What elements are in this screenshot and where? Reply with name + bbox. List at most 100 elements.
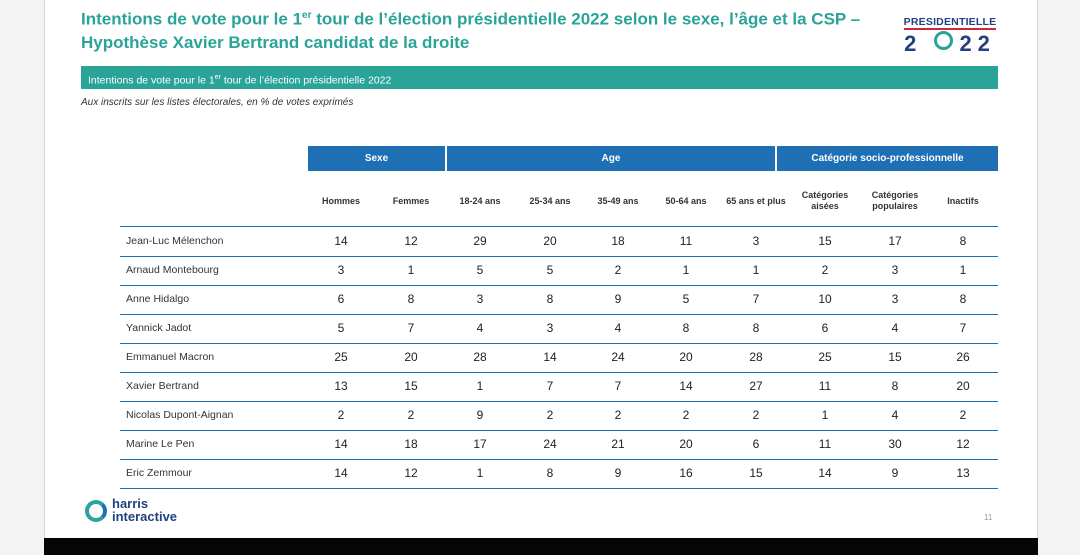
- table-cell: 10: [818, 292, 832, 306]
- table-cell: 11: [818, 379, 832, 393]
- table-cell: 15: [404, 379, 418, 393]
- table-cell: 1: [682, 263, 690, 277]
- table-cell: 14: [334, 234, 348, 248]
- column-header: 50-64 ans: [665, 195, 707, 206]
- table-cell: 5: [682, 292, 690, 306]
- table-row: Arnaud Montebourg 3 1 5 5 2 1 1 2 3 1: [120, 256, 998, 286]
- table-cell: 12: [404, 466, 418, 480]
- logo-ring-icon: [934, 31, 954, 50]
- harris-logo-text: harris interactive: [112, 496, 178, 524]
- table-cell: 2: [614, 408, 622, 422]
- table-cell: 6: [337, 292, 345, 306]
- table-cell: 8: [959, 292, 967, 306]
- table-cell: 30: [888, 437, 902, 451]
- table-cell: 18: [611, 234, 625, 248]
- table-cell: 9: [614, 466, 622, 480]
- logo-year: 2 22: [904, 31, 996, 56]
- table-cell: 8: [546, 466, 554, 480]
- table-cell: 3: [476, 292, 484, 306]
- table-cell: 6: [752, 437, 760, 451]
- table-cell: 2: [546, 408, 554, 422]
- bottom-bar: [44, 538, 1038, 555]
- table-cell: 4: [476, 321, 484, 335]
- group-header: Age: [447, 146, 775, 171]
- table-cell: 20: [679, 437, 693, 451]
- table-cell: 9: [891, 466, 899, 480]
- table-cell: 20: [679, 350, 693, 364]
- table-cell: 4: [891, 408, 899, 422]
- column-header: Hommes: [321, 195, 360, 206]
- candidate-name: Yannick Jadot: [126, 322, 192, 334]
- table-cell: 9: [476, 408, 484, 422]
- page-number: 11: [984, 513, 993, 522]
- table-cell: 24: [543, 437, 557, 451]
- table-cell: 1: [752, 263, 760, 277]
- candidate-name: Marine Le Pen: [126, 438, 195, 450]
- table-cell: 27: [749, 379, 763, 393]
- table-cell: 20: [956, 379, 970, 393]
- table-row: Eric Zemmour 14 12 1 8 9 16 15 14 9 13: [120, 459, 998, 489]
- table-subtitle: Aux inscrits sur les listes électorales,…: [81, 97, 354, 108]
- table-cell: 28: [473, 350, 487, 364]
- table-cell: 12: [956, 437, 970, 451]
- window-right-margin: [1037, 0, 1080, 555]
- table-cell: 14: [679, 379, 693, 393]
- table-cell: 1: [821, 408, 829, 422]
- column-header: Catégories aisées: [801, 190, 849, 211]
- table-cell: 1: [407, 263, 415, 277]
- logo-top-text: PRESIDENTIELLE: [903, 16, 997, 30]
- table-cell: 2: [337, 408, 345, 422]
- table-cell: 28: [749, 350, 763, 364]
- column-header: 25-34 ans: [529, 195, 571, 206]
- table-cell: 7: [546, 379, 554, 393]
- table-cell: 8: [959, 234, 967, 248]
- table-cell: 2: [821, 263, 829, 277]
- table-row: Nicolas Dupont-Aignan 2 2 9 2 2 2 2 1 4 2: [120, 401, 998, 431]
- candidate-name: Anne Hidalgo: [126, 293, 190, 305]
- column-header: 18-24 ans: [459, 195, 501, 206]
- table-cell: 26: [956, 350, 970, 364]
- table-cell: 6: [821, 321, 829, 335]
- table-cell: 3: [891, 263, 899, 277]
- table-row: Jean-Luc Mélenchon 14 12 29 20 18 11 3 15 17 8: [120, 227, 998, 257]
- section-band: Intentions de vote pour le 1er tour de l…: [81, 66, 998, 89]
- table-cell: 15: [888, 350, 902, 364]
- column-header: 65 ans et plus: [726, 195, 786, 206]
- candidate-name: Nicolas Dupont-Aignan: [126, 409, 234, 421]
- table-top-rule: [120, 226, 998, 227]
- table-cell: 14: [334, 437, 348, 451]
- candidate-name: Eric Zemmour: [126, 467, 192, 479]
- table-cell: 25: [818, 350, 832, 364]
- table-cell: 3: [546, 321, 554, 335]
- table-cell: 2: [752, 408, 760, 422]
- table-cell: 2: [407, 408, 415, 422]
- table-cell: 25: [334, 350, 348, 364]
- table-cell: 21: [611, 437, 625, 451]
- table-cell: 24: [611, 350, 625, 364]
- table-cell: 7: [614, 379, 622, 393]
- table-cell: 15: [749, 466, 763, 480]
- table-cell: 11: [818, 437, 832, 451]
- table-row: Emmanuel Macron 25 20 28 14 24 20 28 25 15 26: [120, 343, 998, 373]
- table-cell: 14: [334, 466, 348, 480]
- table-cell: 14: [543, 350, 557, 364]
- table-cell: 3: [752, 234, 760, 248]
- table-cell: 13: [956, 466, 970, 480]
- table-cell: 7: [752, 292, 760, 306]
- column-header: Femmes: [392, 195, 430, 206]
- table-cell: 7: [407, 321, 415, 335]
- table-cell: 5: [546, 263, 554, 277]
- table-row: Xavier Bertrand 13 15 1 7 7 14 27 11 8 20: [120, 372, 998, 402]
- table-cell: 2: [959, 408, 967, 422]
- table-cell: 3: [337, 263, 345, 277]
- table-cell: 2: [614, 263, 622, 277]
- table-row: Yannick Jadot 5 7 4 3 4 8 8 6 4 7: [120, 314, 998, 344]
- table-cell: 4: [614, 321, 622, 335]
- table-cell: 14: [818, 466, 832, 480]
- group-header: Sexe: [308, 146, 445, 171]
- table-cell: 8: [752, 321, 760, 335]
- table-cell: 7: [959, 321, 967, 335]
- table-cell: 1: [476, 466, 484, 480]
- column-header: Inactifs: [947, 195, 979, 206]
- table-cell: 8: [891, 379, 899, 393]
